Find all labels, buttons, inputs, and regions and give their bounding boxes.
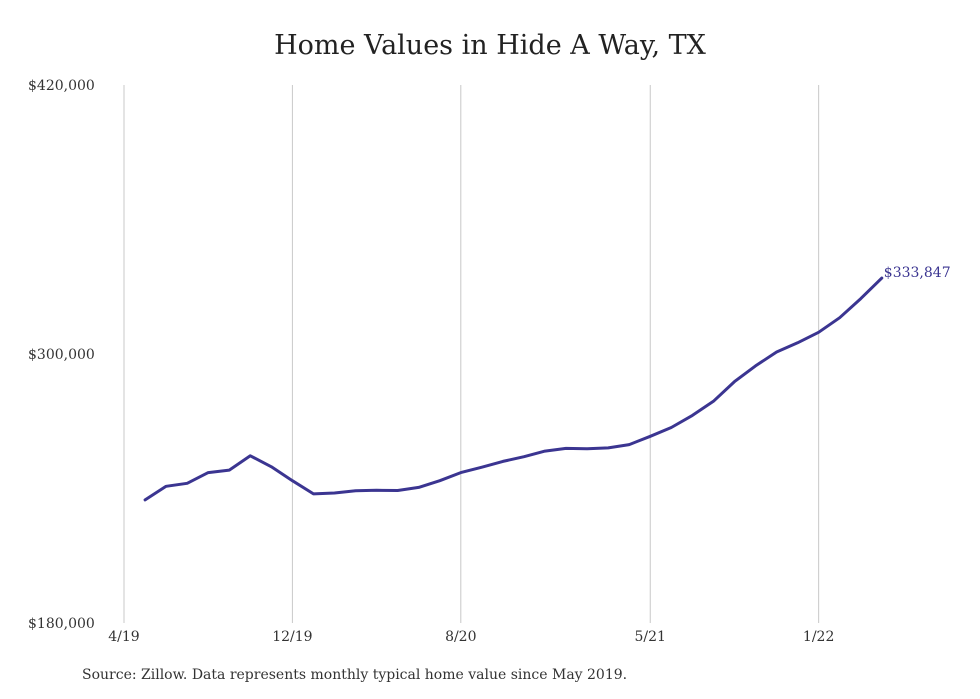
x-tick-label: 4/19 xyxy=(108,629,139,645)
y-tick-label: $420,000 xyxy=(28,78,95,94)
series-line xyxy=(143,276,884,502)
x-tick-label: 1/22 xyxy=(803,629,834,645)
source-note: Source: Zillow. Data represents monthly … xyxy=(82,667,628,683)
y-tick-label: $180,000 xyxy=(28,616,95,632)
y-tick-label: $300,000 xyxy=(28,347,95,363)
chart-title: Home Values in Hide A Way, TX xyxy=(274,30,706,61)
x-tick-label: 5/21 xyxy=(635,629,666,645)
x-tick-label: 8/20 xyxy=(445,629,476,645)
x-tick-label: 12/19 xyxy=(272,629,312,645)
end-value-label: $333,847 xyxy=(884,265,951,281)
